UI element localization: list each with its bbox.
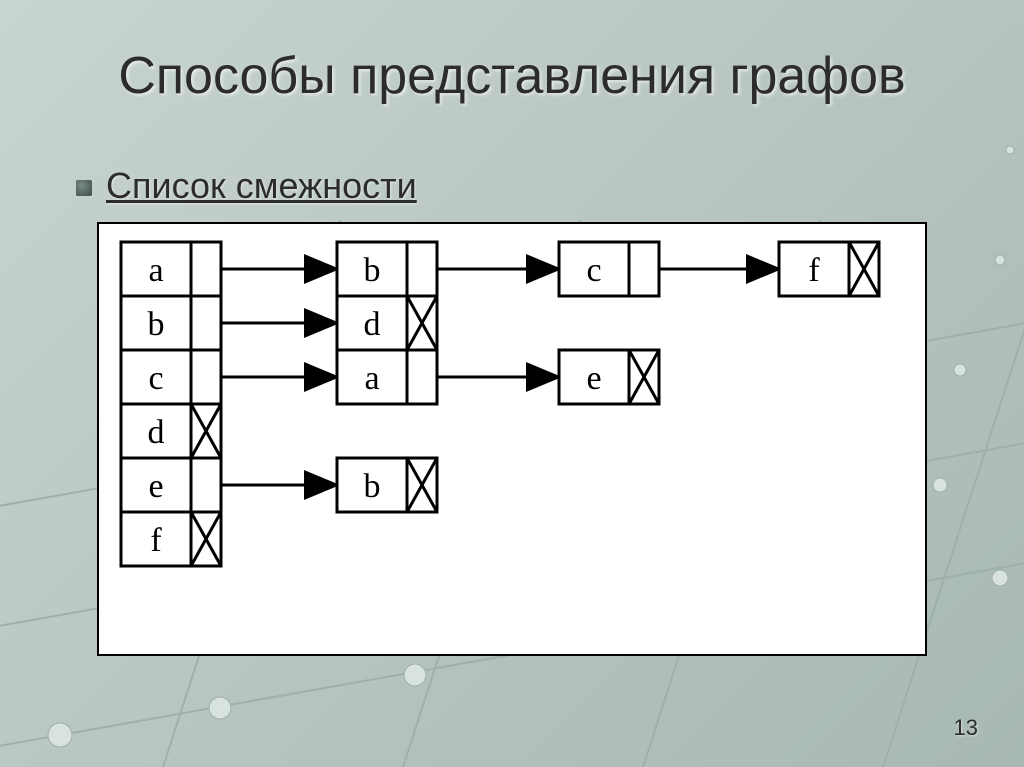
head-ptr-b	[191, 296, 221, 350]
slide: Способы представления графов Список смеж…	[0, 0, 1024, 767]
node-label-c-e: e	[586, 360, 601, 397]
subtitle-text: Список смежности	[106, 165, 417, 206]
page-number: 13	[954, 715, 978, 741]
head-label-e: e	[148, 468, 163, 505]
slide-title: Способы представления графов	[0, 46, 1024, 106]
node-ptr-c-0	[407, 350, 437, 404]
node-label-c-a: a	[364, 360, 379, 397]
adjacency-list-diagram: abcfbdcaedebf	[97, 222, 927, 656]
head-ptr-c	[191, 350, 221, 404]
head-label-f: f	[150, 522, 162, 559]
subtitle-bullet: Список смежности	[76, 165, 417, 207]
bullet-icon	[76, 180, 92, 196]
head-label-a: a	[148, 252, 163, 289]
node-label-e-b: b	[364, 468, 381, 505]
head-label-b: b	[148, 306, 165, 343]
node-label-a-c: c	[586, 252, 601, 289]
node-label-a-f: f	[808, 252, 820, 289]
node-label-a-b: b	[364, 252, 381, 289]
head-label-d: d	[148, 414, 165, 451]
node-label-b-d: d	[364, 306, 381, 343]
head-ptr-e	[191, 458, 221, 512]
node-ptr-a-0	[407, 242, 437, 296]
head-label-c: c	[148, 360, 163, 397]
node-ptr-a-1	[629, 242, 659, 296]
head-ptr-a	[191, 242, 221, 296]
